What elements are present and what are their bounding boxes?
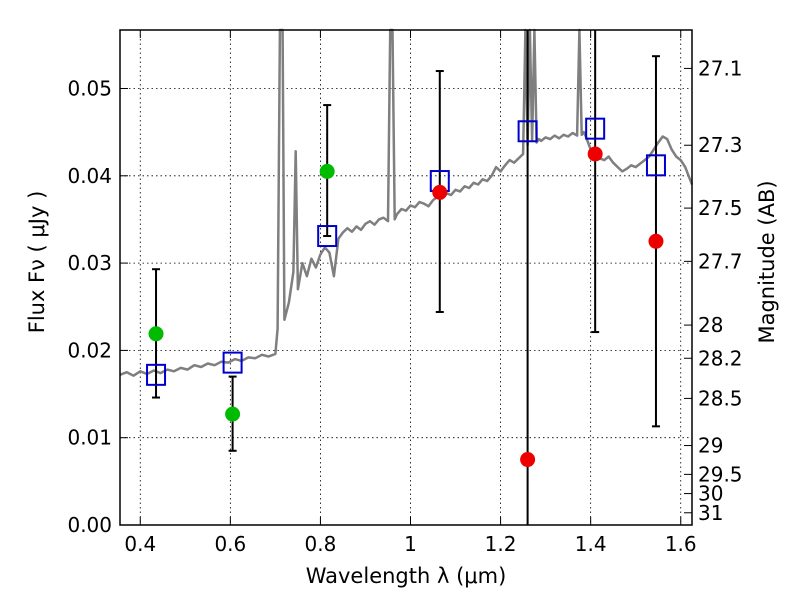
y-tick-label: 0.03 (67, 251, 112, 275)
y-tick-label: 0.05 (67, 76, 112, 100)
x-axis-label: Wavelength λ (μm) (306, 564, 507, 588)
right-tick-label: 27.1 (698, 56, 743, 80)
sed-layer (119, 28, 694, 377)
observed-point (148, 326, 164, 342)
markers (146, 117, 666, 468)
model-photometry-square (645, 154, 666, 177)
x-tick-label: 1.4 (575, 532, 607, 556)
model-photometry-square (517, 120, 538, 143)
right-tick-label: 27.3 (698, 133, 743, 157)
x-tick-label: 0.6 (214, 532, 246, 556)
error-bars (152, 30, 660, 525)
model-photometry-square (317, 225, 338, 248)
observed-point (432, 184, 448, 200)
right-tick-label: 28.5 (698, 386, 743, 410)
right-tick-label: 31 (698, 501, 723, 525)
ticks: 0.4 0.6 0.8 1 1.2 1.4 1.6 0.00 0.01 0.02 0.03 0.04 0… (67, 30, 743, 556)
right-tick-label: 27.7 (698, 249, 743, 273)
observed-point (319, 163, 335, 179)
observed-point (520, 452, 536, 468)
model-photometry-square (585, 117, 606, 140)
right-axis-label: Magnitude (AB) (755, 180, 779, 343)
x-tick-label: 1.2 (485, 532, 517, 556)
right-tick-label: 30 (698, 482, 723, 506)
model-photometry-square (222, 351, 243, 374)
y-tick-label: 0.02 (67, 338, 112, 362)
x-tick-label: 1 (404, 532, 417, 556)
x-tick-label: 1.6 (665, 532, 697, 556)
x-tick-label: 0.8 (305, 532, 337, 556)
right-tick-label: 28 (698, 313, 723, 337)
right-tick-label: 28.2 (698, 346, 743, 370)
observed-point (648, 233, 664, 249)
y-tick-label: 0.04 (67, 164, 112, 188)
y-tick-label: 0.00 (67, 513, 112, 537)
model-photometry-square (146, 363, 167, 386)
y-tick-label: 0.01 (67, 426, 112, 450)
y-axis-label: Flux Fν ( μJy ) (25, 191, 49, 334)
right-tick-label: 29.5 (698, 462, 743, 486)
x-tick-label: 0.4 (124, 532, 156, 556)
grid (120, 30, 692, 525)
sed-model-line (119, 28, 694, 377)
observed-point (587, 146, 603, 162)
right-tick-label: 27.5 (698, 196, 743, 220)
observed-point (225, 406, 241, 422)
plot-frame (119, 29, 693, 526)
right-tick-label: 29 (698, 434, 723, 458)
